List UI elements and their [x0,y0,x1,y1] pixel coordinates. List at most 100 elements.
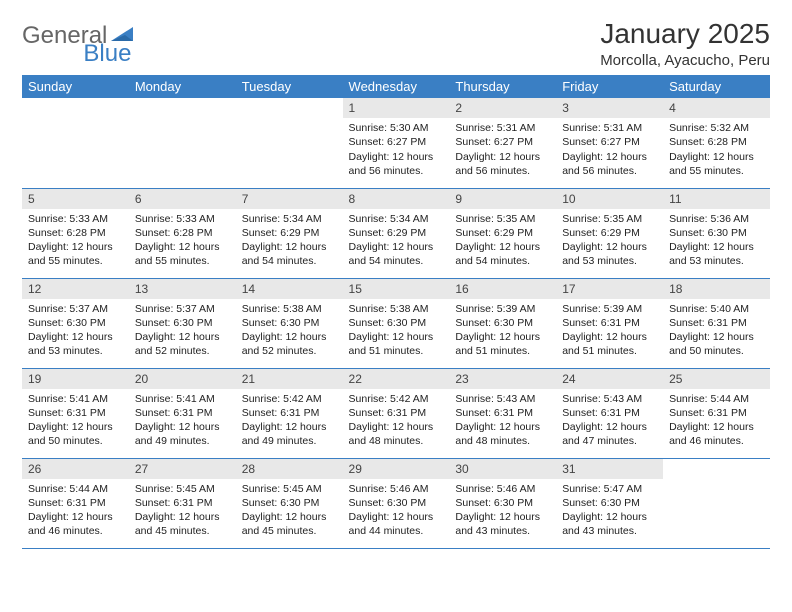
day-number: 3 [556,98,663,118]
day-content: Sunrise: 5:37 AMSunset: 6:30 PMDaylight:… [129,299,236,363]
day-content: Sunrise: 5:36 AMSunset: 6:30 PMDaylight:… [663,209,770,273]
day-content: Sunrise: 5:47 AMSunset: 6:30 PMDaylight:… [556,479,663,543]
calendar-cell: 3Sunrise: 5:31 AMSunset: 6:27 PMDaylight… [556,98,663,188]
day-content: Sunrise: 5:34 AMSunset: 6:29 PMDaylight:… [236,209,343,273]
day-number: 26 [22,459,129,479]
calendar-table: SundayMondayTuesdayWednesdayThursdayFrid… [22,75,770,549]
calendar-cell: 22Sunrise: 5:42 AMSunset: 6:31 PMDayligh… [343,368,450,458]
day-content: Sunrise: 5:39 AMSunset: 6:30 PMDaylight:… [449,299,556,363]
calendar-cell: 20Sunrise: 5:41 AMSunset: 6:31 PMDayligh… [129,368,236,458]
day-number: 16 [449,279,556,299]
calendar-cell: 14Sunrise: 5:38 AMSunset: 6:30 PMDayligh… [236,278,343,368]
calendar-cell: 9Sunrise: 5:35 AMSunset: 6:29 PMDaylight… [449,188,556,278]
day-content: Sunrise: 5:42 AMSunset: 6:31 PMDaylight:… [343,389,450,453]
day-content: Sunrise: 5:44 AMSunset: 6:31 PMDaylight:… [663,389,770,453]
day-number: 1 [343,98,450,118]
day-content: Sunrise: 5:45 AMSunset: 6:31 PMDaylight:… [129,479,236,543]
weekday-header: Monday [129,75,236,98]
day-content: Sunrise: 5:43 AMSunset: 6:31 PMDaylight:… [449,389,556,453]
day-number: 19 [22,369,129,389]
day-content: Sunrise: 5:40 AMSunset: 6:31 PMDaylight:… [663,299,770,363]
day-content: Sunrise: 5:38 AMSunset: 6:30 PMDaylight:… [343,299,450,363]
day-number: 14 [236,279,343,299]
calendar-cell: 25Sunrise: 5:44 AMSunset: 6:31 PMDayligh… [663,368,770,458]
day-number: 21 [236,369,343,389]
weekday-header: Saturday [663,75,770,98]
calendar-cell: 28Sunrise: 5:45 AMSunset: 6:30 PMDayligh… [236,458,343,548]
day-number: 5 [22,189,129,209]
day-content: Sunrise: 5:35 AMSunset: 6:29 PMDaylight:… [556,209,663,273]
weekday-header: Friday [556,75,663,98]
day-content: Sunrise: 5:44 AMSunset: 6:31 PMDaylight:… [22,479,129,543]
day-content: Sunrise: 5:33 AMSunset: 6:28 PMDaylight:… [129,209,236,273]
day-number: 12 [22,279,129,299]
day-number: 8 [343,189,450,209]
day-number: 7 [236,189,343,209]
calendar-cell: 7Sunrise: 5:34 AMSunset: 6:29 PMDaylight… [236,188,343,278]
weekday-header: Wednesday [343,75,450,98]
header: General Blue January 2025 Morcolla, Ayac… [22,18,770,69]
calendar-cell: 18Sunrise: 5:40 AMSunset: 6:31 PMDayligh… [663,278,770,368]
day-number: 6 [129,189,236,209]
day-content: Sunrise: 5:41 AMSunset: 6:31 PMDaylight:… [22,389,129,453]
day-number: 11 [663,189,770,209]
day-content: Sunrise: 5:46 AMSunset: 6:30 PMDaylight:… [449,479,556,543]
calendar-cell: 11Sunrise: 5:36 AMSunset: 6:30 PMDayligh… [663,188,770,278]
calendar-cell: 15Sunrise: 5:38 AMSunset: 6:30 PMDayligh… [343,278,450,368]
day-number: 4 [663,98,770,118]
day-number: 25 [663,369,770,389]
day-content: Sunrise: 5:31 AMSunset: 6:27 PMDaylight:… [449,118,556,182]
table-row: 26Sunrise: 5:44 AMSunset: 6:31 PMDayligh… [22,458,770,548]
day-content: Sunrise: 5:45 AMSunset: 6:30 PMDaylight:… [236,479,343,543]
weekday-header: Sunday [22,75,129,98]
calendar-cell [663,458,770,548]
location-text: Morcolla, Ayacucho, Peru [600,52,770,69]
calendar-cell: 1Sunrise: 5:30 AMSunset: 6:27 PMDaylight… [343,98,450,188]
day-content: Sunrise: 5:35 AMSunset: 6:29 PMDaylight:… [449,209,556,273]
day-content: Sunrise: 5:34 AMSunset: 6:29 PMDaylight:… [343,209,450,273]
calendar-cell: 5Sunrise: 5:33 AMSunset: 6:28 PMDaylight… [22,188,129,278]
calendar-body: 1Sunrise: 5:30 AMSunset: 6:27 PMDaylight… [22,98,770,548]
logo-text-b: Blue [83,40,131,68]
calendar-cell: 8Sunrise: 5:34 AMSunset: 6:29 PMDaylight… [343,188,450,278]
day-content: Sunrise: 5:46 AMSunset: 6:30 PMDaylight:… [343,479,450,543]
calendar-cell: 4Sunrise: 5:32 AMSunset: 6:28 PMDaylight… [663,98,770,188]
calendar-cell: 10Sunrise: 5:35 AMSunset: 6:29 PMDayligh… [556,188,663,278]
calendar-cell: 30Sunrise: 5:46 AMSunset: 6:30 PMDayligh… [449,458,556,548]
calendar-cell [22,98,129,188]
day-content: Sunrise: 5:42 AMSunset: 6:31 PMDaylight:… [236,389,343,453]
title-block: January 2025 Morcolla, Ayacucho, Peru [600,18,770,69]
day-content: Sunrise: 5:39 AMSunset: 6:31 PMDaylight:… [556,299,663,363]
day-number: 10 [556,189,663,209]
day-number: 17 [556,279,663,299]
page-title: January 2025 [600,18,770,50]
calendar-cell: 19Sunrise: 5:41 AMSunset: 6:31 PMDayligh… [22,368,129,458]
day-content: Sunrise: 5:30 AMSunset: 6:27 PMDaylight:… [343,118,450,182]
day-content: Sunrise: 5:31 AMSunset: 6:27 PMDaylight:… [556,118,663,182]
calendar-cell: 27Sunrise: 5:45 AMSunset: 6:31 PMDayligh… [129,458,236,548]
calendar-cell: 24Sunrise: 5:43 AMSunset: 6:31 PMDayligh… [556,368,663,458]
calendar-cell [236,98,343,188]
day-number: 9 [449,189,556,209]
table-row: 1Sunrise: 5:30 AMSunset: 6:27 PMDaylight… [22,98,770,188]
day-content: Sunrise: 5:38 AMSunset: 6:30 PMDaylight:… [236,299,343,363]
weekday-header-row: SundayMondayTuesdayWednesdayThursdayFrid… [22,75,770,98]
calendar-cell: 13Sunrise: 5:37 AMSunset: 6:30 PMDayligh… [129,278,236,368]
table-row: 5Sunrise: 5:33 AMSunset: 6:28 PMDaylight… [22,188,770,278]
calendar-cell: 16Sunrise: 5:39 AMSunset: 6:30 PMDayligh… [449,278,556,368]
day-content: Sunrise: 5:41 AMSunset: 6:31 PMDaylight:… [129,389,236,453]
day-number: 18 [663,279,770,299]
day-content: Sunrise: 5:32 AMSunset: 6:28 PMDaylight:… [663,118,770,182]
calendar-cell: 29Sunrise: 5:46 AMSunset: 6:30 PMDayligh… [343,458,450,548]
day-number: 31 [556,459,663,479]
calendar-cell [129,98,236,188]
day-content: Sunrise: 5:33 AMSunset: 6:28 PMDaylight:… [22,209,129,273]
calendar-cell: 21Sunrise: 5:42 AMSunset: 6:31 PMDayligh… [236,368,343,458]
day-number: 23 [449,369,556,389]
calendar-cell: 26Sunrise: 5:44 AMSunset: 6:31 PMDayligh… [22,458,129,548]
calendar-cell: 6Sunrise: 5:33 AMSunset: 6:28 PMDaylight… [129,188,236,278]
calendar-cell: 2Sunrise: 5:31 AMSunset: 6:27 PMDaylight… [449,98,556,188]
day-number: 22 [343,369,450,389]
logo: General Blue [22,18,189,50]
day-number: 24 [556,369,663,389]
